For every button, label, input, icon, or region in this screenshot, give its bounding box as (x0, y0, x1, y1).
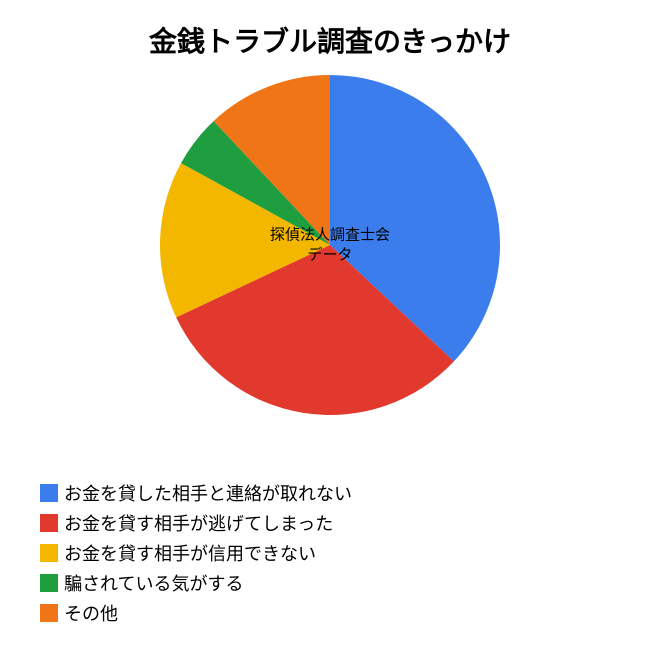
legend: お金を貸した相手と連絡が取れないお金を貸す相手が逃げてしまったお金を貸す相手が信… (40, 476, 352, 630)
legend-item: お金を貸した相手と連絡が取れない (40, 480, 352, 506)
legend-label: その他 (64, 600, 118, 626)
legend-swatch (40, 484, 58, 502)
legend-swatch (40, 604, 58, 622)
legend-swatch (40, 514, 58, 532)
legend-label: 騙されている気がする (64, 570, 243, 596)
legend-item: 騙されている気がする (40, 570, 352, 596)
legend-swatch (40, 544, 58, 562)
pie-svg (160, 75, 500, 415)
legend-swatch (40, 574, 58, 592)
legend-label: お金を貸した相手と連絡が取れない (64, 480, 352, 506)
legend-item: お金を貸す相手が逃げてしまった (40, 510, 352, 536)
chart-title: 金銭トラブル調査のきっかけ (0, 0, 660, 60)
pie-chart: 探偵法人調査士会 データ (160, 75, 500, 415)
legend-item: その他 (40, 600, 352, 626)
legend-label: お金を貸す相手が信用できない (64, 540, 316, 566)
legend-item: お金を貸す相手が信用できない (40, 540, 352, 566)
legend-label: お金を貸す相手が逃げてしまった (64, 510, 333, 536)
chart-area: 探偵法人調査士会 データ (0, 60, 660, 440)
